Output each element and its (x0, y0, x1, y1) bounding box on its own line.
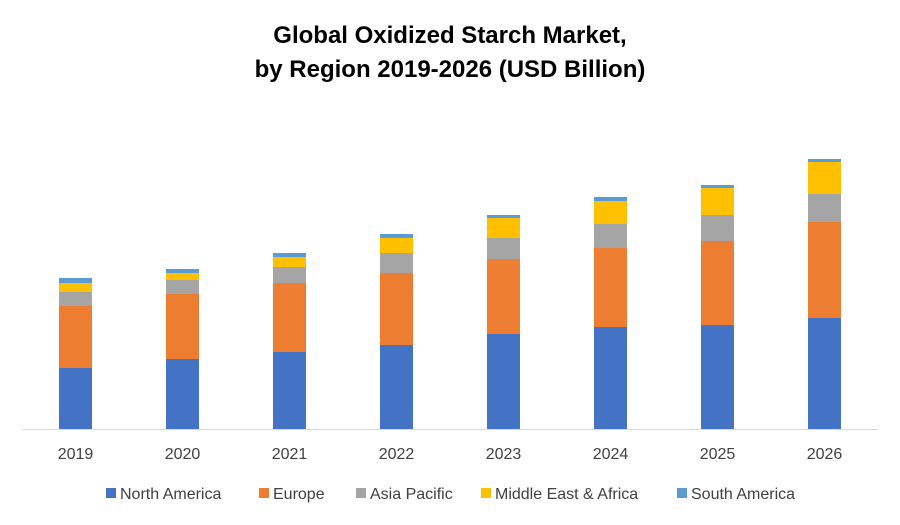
bar-segment-europe-2021 (273, 283, 306, 352)
x-tick-label: 2024 (593, 446, 629, 463)
bar-segment-south-america-2022 (380, 234, 413, 238)
chart-title-line-1: Global Oxidized Starch Market, (273, 22, 627, 49)
bar-segment-middle-east-africa-2023 (487, 218, 520, 238)
legend-swatch (677, 488, 687, 498)
bar-segment-south-america-2025 (701, 185, 734, 188)
x-tick-label: 2021 (272, 446, 308, 463)
legend-label: Europe (273, 486, 325, 503)
x-tick-label: 2019 (58, 446, 94, 463)
bar-segment-north-america-2022 (380, 345, 413, 429)
legend-label: North America (120, 486, 221, 503)
bar-segment-south-america-2020 (166, 269, 199, 273)
bar-segment-south-america-2021 (273, 253, 306, 257)
bar-segment-europe-2020 (166, 294, 199, 359)
bar-segment-north-america-2021 (273, 352, 306, 429)
bar-segment-north-america-2023 (487, 334, 520, 429)
legend-swatch (481, 488, 491, 498)
bar-segment-north-america-2024 (594, 327, 627, 429)
bar-segment-asia-pacific-2026 (808, 194, 841, 222)
bar-segment-asia-pacific-2023 (487, 238, 520, 259)
bar-segment-middle-east-africa-2019 (59, 283, 92, 292)
bar-segment-north-america-2026 (808, 318, 841, 429)
bar-segment-asia-pacific-2019 (59, 292, 92, 306)
bar-segment-europe-2024 (594, 248, 627, 327)
legend-swatch (106, 488, 116, 498)
bar-segment-north-america-2025 (701, 325, 734, 429)
bar-segment-europe-2023 (487, 259, 520, 334)
bar-segment-asia-pacific-2022 (380, 253, 413, 273)
bar-segment-asia-pacific-2024 (594, 224, 627, 248)
bar-segment-north-america-2019 (59, 368, 92, 429)
x-tick-label: 2025 (700, 446, 736, 463)
bar-segment-middle-east-africa-2024 (594, 201, 627, 224)
bar-segment-south-america-2023 (487, 215, 520, 218)
legend-label: Middle East & Africa (495, 486, 638, 503)
bar-segment-europe-2022 (380, 273, 413, 345)
bar-segment-asia-pacific-2020 (166, 280, 199, 294)
bar-segment-south-america-2019 (59, 278, 92, 283)
bar-segment-asia-pacific-2025 (701, 215, 734, 241)
bar-segment-europe-2025 (701, 241, 734, 325)
bar-segment-south-america-2026 (808, 159, 841, 162)
bar-segment-middle-east-africa-2020 (166, 273, 199, 280)
bar-segment-middle-east-africa-2021 (273, 257, 306, 267)
bar-segment-middle-east-africa-2025 (701, 188, 734, 215)
x-tick-label: 2020 (165, 446, 201, 463)
x-tick-label: 2026 (807, 446, 843, 463)
bar-segment-middle-east-africa-2022 (380, 238, 413, 253)
legend-swatch (356, 488, 366, 498)
bar-segment-middle-east-africa-2026 (808, 162, 841, 194)
bar-segment-north-america-2020 (166, 359, 199, 429)
bar-segment-south-america-2024 (594, 197, 627, 201)
legend-label: Asia Pacific (370, 486, 453, 503)
chart-title-line-2: by Region 2019-2026 (USD Billion) (254, 56, 646, 83)
x-tick-label: 2023 (486, 446, 522, 463)
bar-segment-europe-2019 (59, 306, 92, 368)
legend-label: South America (691, 486, 795, 503)
legend-swatch (259, 488, 269, 498)
bar-segment-europe-2026 (808, 222, 841, 318)
bar-segment-asia-pacific-2021 (273, 267, 306, 283)
x-tick-label: 2022 (379, 446, 415, 463)
